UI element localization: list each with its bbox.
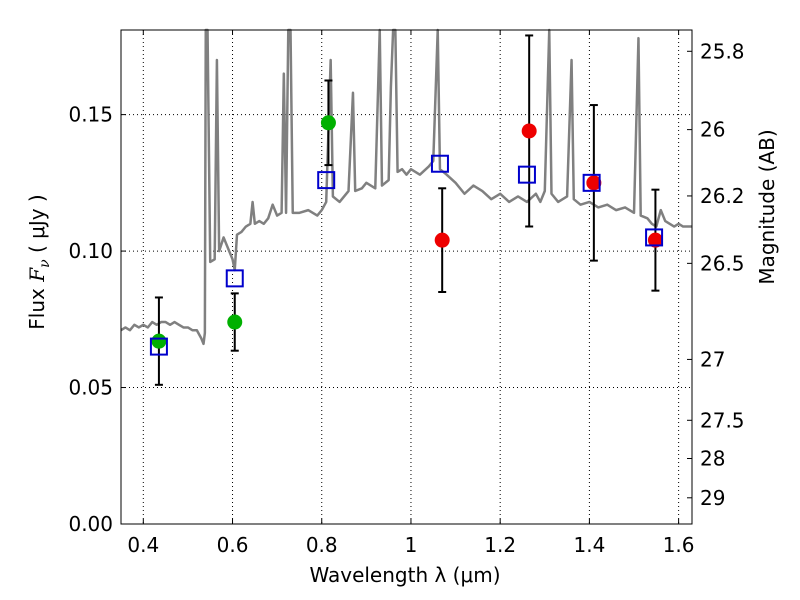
error-bar-series [154, 34, 660, 386]
observed-point-green [151, 333, 167, 349]
template-spectrum-series [120, 28, 692, 346]
model-point [645, 228, 664, 247]
y-axis-left-title-prefix: Flux [25, 282, 49, 330]
y-axis-right-ticks: 25.8 26 26.2 26.5 27 27.5 28 29 [687, 39, 745, 510]
y-axis-right-title: Magnitude (AB) [755, 129, 779, 284]
observed-point-red [586, 175, 602, 191]
x-axis-ticks: 0.4 0.6 0.8 1 1.2 1.4 1.6 [127, 30, 695, 557]
observed-point-green [227, 314, 243, 330]
right-tick-label: 27 [700, 347, 725, 371]
model-point [430, 154, 449, 173]
right-tick-label: 26.2 [700, 184, 745, 208]
observed-points-series [151, 115, 663, 349]
y-axis-left-title-subscript: ν [37, 259, 53, 268]
right-tick-label: 27.5 [700, 408, 745, 432]
model-point [582, 173, 601, 192]
y-axis-left-ticks: 0.00 0.05 0.10 0.15 [68, 103, 126, 536]
x-tick-label: 0.8 [306, 533, 338, 557]
right-tick-label: 28 [700, 446, 725, 470]
model-point [517, 165, 536, 184]
model-point [317, 171, 336, 190]
observed-point-red [521, 123, 537, 139]
x-tick-label: 1.6 [663, 533, 695, 557]
x-axis-title: Wavelength λ (μm) [309, 563, 500, 587]
y-tick-label: 0.00 [68, 512, 113, 536]
model-point [225, 269, 244, 288]
x-tick-label: 1 [405, 533, 418, 557]
y-axis-left-title-symbol: F [25, 267, 49, 283]
observed-point-green [320, 115, 336, 131]
model-points-series [149, 154, 664, 356]
y-tick-label: 0.05 [68, 376, 113, 400]
right-tick-label: 25.8 [700, 39, 745, 63]
y-tick-label: 0.10 [68, 239, 113, 263]
observed-point-red [647, 232, 663, 248]
right-tick-label: 29 [700, 486, 725, 510]
right-tick-label: 26.5 [700, 251, 745, 275]
x-tick-label: 0.4 [127, 533, 159, 557]
x-tick-label: 1.2 [484, 533, 516, 557]
y-axis-left-title-unit: ( μJy ) [25, 194, 49, 259]
y-tick-label: 0.15 [68, 103, 113, 127]
y-axis-left-title: Flux Fν ( μJy ) [25, 194, 53, 329]
x-tick-label: 0.6 [217, 533, 249, 557]
template-spectrum-line [120, 28, 692, 346]
right-tick-label: 26 [700, 118, 725, 142]
observed-point-red [434, 232, 450, 248]
model-point [149, 337, 168, 356]
plot-frame [120, 29, 693, 525]
x-tick-label: 1.4 [573, 533, 605, 557]
